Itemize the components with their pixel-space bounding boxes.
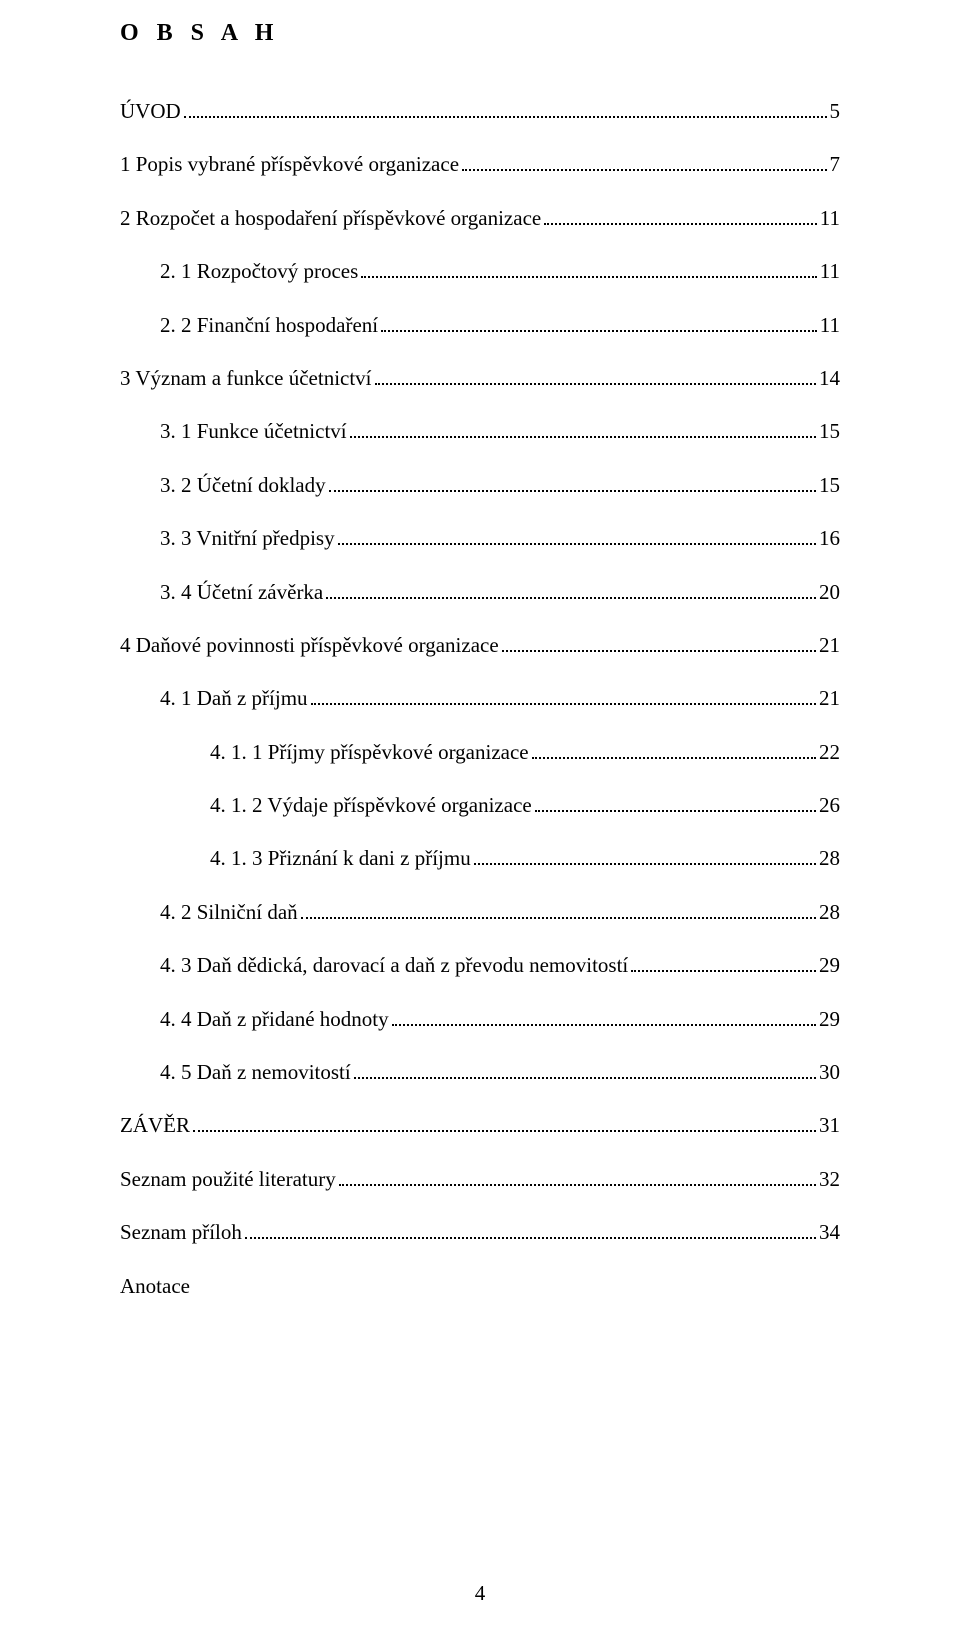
toc-row: 4. 1. 2 Výdaje příspěvkové organizace 26 [120, 791, 840, 820]
toc-page: 28 [819, 898, 840, 927]
toc-row: 2. 2 Finanční hospodaření 11 [120, 311, 840, 340]
table-of-contents: ÚVOD 5 1 Popis vybrané příspěvkové organi… [120, 97, 840, 1301]
toc-page: 14 [819, 364, 840, 393]
toc-page: 20 [819, 578, 840, 607]
toc-label: 3 Význam a funkce účetnictví [120, 364, 372, 393]
toc-label: 4. 5 Daň z nemovitostí [120, 1058, 351, 1087]
toc-leader [350, 417, 816, 438]
toc-label: 2. 1 Rozpočtový proces [120, 257, 358, 286]
toc-page: 11 [820, 311, 840, 340]
toc-leader [361, 257, 816, 278]
page-number: 4 [120, 1581, 840, 1606]
toc-row: 4. 1. 3 Přiznání k dani z příjmu 28 [120, 844, 840, 873]
toc-leader [311, 684, 816, 705]
toc-page: 26 [819, 791, 840, 820]
toc-page: 29 [819, 1005, 840, 1034]
toc-page: 21 [819, 631, 840, 660]
page-title: O B S A H [120, 20, 840, 47]
toc-label: 4. 4 Daň z přidané hodnoty [120, 1005, 389, 1034]
toc-page: 29 [819, 951, 840, 980]
toc-leader [544, 204, 817, 225]
toc-label: 4. 1 Daň z příjmu [120, 684, 308, 713]
toc-leader [392, 1005, 816, 1026]
toc-row: 4. 4 Daň z přidané hodnoty 29 [120, 1005, 840, 1034]
toc-row: Seznam příloh 34 [120, 1218, 840, 1247]
toc-row: 3 Význam a funkce účetnictví 14 [120, 364, 840, 393]
toc-label: 4 Daňové povinnosti příspěvkové organiza… [120, 631, 499, 660]
toc-label: 3. 2 Účetní doklady [120, 471, 326, 500]
toc-row: 3. 2 Účetní doklady 15 [120, 471, 840, 500]
toc-row: 4. 1 Daň z příjmu 21 [120, 684, 840, 713]
toc-leader [326, 578, 816, 599]
toc-page: 5 [830, 97, 841, 126]
toc-label: 1 Popis vybrané příspěvkové organizace [120, 150, 459, 179]
toc-leader [245, 1218, 816, 1239]
toc-leader [381, 311, 817, 332]
toc-row: 3. 4 Účetní závěrka 20 [120, 578, 840, 607]
toc-leader [329, 471, 816, 492]
toc-label: 2 Rozpočet a hospodaření příspěvkové org… [120, 204, 541, 233]
toc-label: 2. 2 Finanční hospodaření [120, 311, 378, 340]
toc-label: 4. 2 Silniční daň [120, 898, 298, 927]
toc-row: 3. 1 Funkce účetnictví 15 [120, 417, 840, 446]
toc-row: 4 Daňové povinnosti příspěvkové organiza… [120, 631, 840, 660]
toc-label: ÚVOD [120, 97, 181, 126]
toc-leader [462, 151, 826, 172]
toc-row: 1 Popis vybrané příspěvkové organizace 7 [120, 150, 840, 179]
toc-label: Seznam příloh [120, 1218, 242, 1247]
toc-row: ZÁVĚR 31 [120, 1111, 840, 1140]
toc-row: 4. 2 Silniční daň 28 [120, 898, 840, 927]
toc-leader [631, 951, 816, 972]
toc-row: 4. 3 Daň dědická, darovací a daň z převo… [120, 951, 840, 980]
toc-row: 2 Rozpočet a hospodaření příspěvkové org… [120, 204, 840, 233]
toc-row: ÚVOD 5 [120, 97, 840, 126]
toc-row: Seznam použité literatury 32 [120, 1165, 840, 1194]
toc-page: 11 [820, 204, 840, 233]
toc-leader [354, 1058, 816, 1079]
toc-page: 34 [819, 1218, 840, 1247]
toc-leader [301, 898, 816, 919]
toc-leader [535, 791, 816, 812]
toc-leader [338, 524, 816, 545]
toc-label: 3. 3 Vnitřní předpisy [120, 524, 335, 553]
toc-page: 21 [819, 684, 840, 713]
toc-page: 15 [819, 471, 840, 500]
toc-label: Seznam použité literatury [120, 1165, 336, 1194]
toc-row: 4. 1. 1 Příjmy příspěvkové organizace 22 [120, 738, 840, 767]
toc-label: 4. 1. 2 Výdaje příspěvkové organizace [120, 791, 532, 820]
toc-page: 22 [819, 738, 840, 767]
toc-page: 16 [819, 524, 840, 553]
toc-leader [375, 364, 816, 385]
toc-page: 11 [820, 257, 840, 286]
toc-row: 3. 3 Vnitřní předpisy 16 [120, 524, 840, 553]
toc-leader [184, 97, 827, 118]
toc-label: 4. 1. 1 Příjmy příspěvkové organizace [120, 738, 529, 767]
toc-page: 28 [819, 844, 840, 873]
toc-page: 7 [830, 150, 841, 179]
toc-row: 2. 1 Rozpočtový proces 11 [120, 257, 840, 286]
toc-label: 3. 1 Funkce účetnictví [120, 417, 347, 446]
toc-page: 31 [819, 1111, 840, 1140]
toc-leader [339, 1165, 816, 1186]
toc-label: Anotace [120, 1272, 190, 1301]
toc-leader [474, 845, 816, 866]
toc-label: 4. 3 Daň dědická, darovací a daň z převo… [120, 951, 628, 980]
toc-label: 3. 4 Účetní závěrka [120, 578, 323, 607]
toc-label: ZÁVĚR [120, 1111, 190, 1140]
toc-label: 4. 1. 3 Přiznání k dani z příjmu [120, 844, 471, 873]
toc-page: 30 [819, 1058, 840, 1087]
toc-page: 15 [819, 417, 840, 446]
toc-page: 32 [819, 1165, 840, 1194]
toc-row: Anotace [120, 1272, 840, 1301]
toc-leader [193, 1112, 816, 1133]
toc-leader [532, 738, 816, 759]
toc-leader [502, 631, 816, 652]
toc-row: 4. 5 Daň z nemovitostí 30 [120, 1058, 840, 1087]
